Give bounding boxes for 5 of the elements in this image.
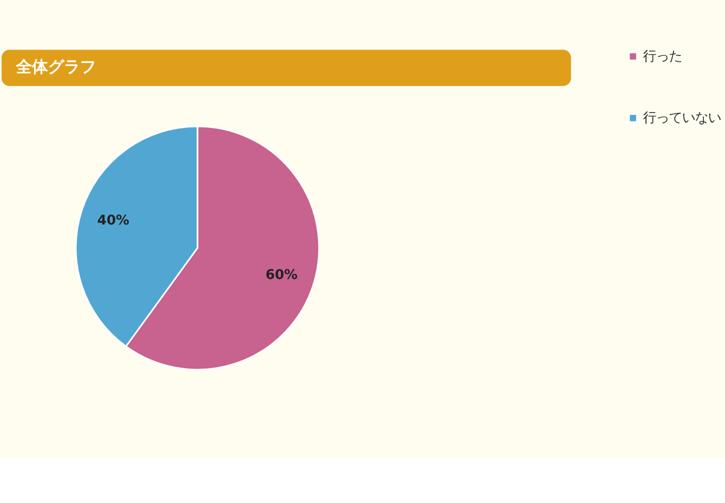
data-label: 40%	[97, 214, 130, 229]
legend-label: 行った	[642, 49, 682, 64]
text: 全体グラフ	[14, 56, 96, 76]
data-label: 60%	[266, 268, 298, 284]
legend-label: 行っていない	[642, 110, 721, 126]
